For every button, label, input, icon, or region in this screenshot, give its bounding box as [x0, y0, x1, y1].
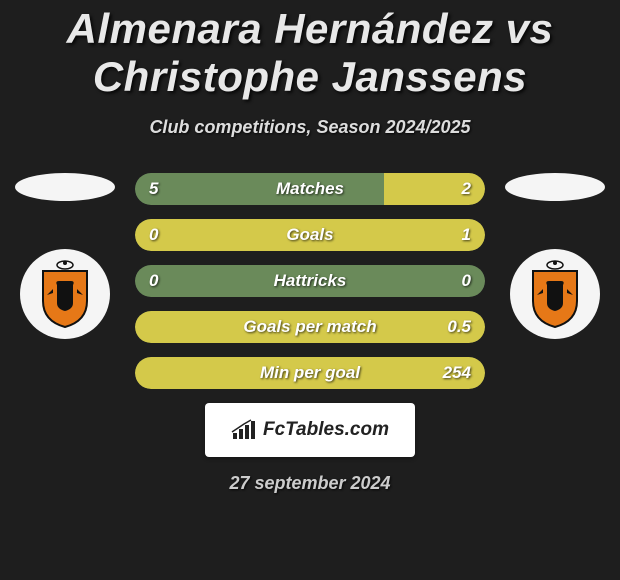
stat-value-right: 0.5 [447, 317, 471, 337]
stats-bars: 5Matches20Goals10Hattricks0Goals per mat… [135, 173, 485, 389]
date-text: 27 september 2024 [0, 473, 620, 494]
logo-text: FcTables.com [263, 419, 389, 441]
player-right-club-badge [510, 249, 600, 339]
stat-row: Min per goal254 [135, 357, 485, 389]
subtitle: Club competitions, Season 2024/2025 [0, 117, 620, 138]
bar-chart-icon [231, 419, 257, 441]
stat-row: 0Goals1 [135, 219, 485, 251]
player-left-name-ellipse [15, 173, 115, 201]
stat-value-right: 1 [462, 225, 471, 245]
stat-label: Goals per match [135, 317, 485, 337]
stat-value-right: 2 [462, 179, 471, 199]
stat-row: 0Hattricks0 [135, 265, 485, 297]
stat-label: Goals [135, 225, 485, 245]
shield-icon [35, 259, 95, 329]
player-right-column [500, 173, 610, 339]
comparison-title: Almenara Hernández vs Christophe Janssen… [0, 0, 620, 102]
stat-row: 5Matches2 [135, 173, 485, 205]
stat-label: Min per goal [135, 363, 485, 383]
stat-label: Hattricks [135, 271, 485, 291]
player-right-name-ellipse [505, 173, 605, 201]
fctables-logo-box: FcTables.com [205, 403, 415, 457]
stat-row: Goals per match0.5 [135, 311, 485, 343]
shield-icon [525, 259, 585, 329]
stat-label: Matches [135, 179, 485, 199]
player-left-column [10, 173, 120, 339]
stat-value-right: 0 [462, 271, 471, 291]
player-left-club-badge [20, 249, 110, 339]
content-area: 5Matches20Goals10Hattricks0Goals per mat… [0, 173, 620, 389]
stat-value-right: 254 [443, 363, 471, 383]
